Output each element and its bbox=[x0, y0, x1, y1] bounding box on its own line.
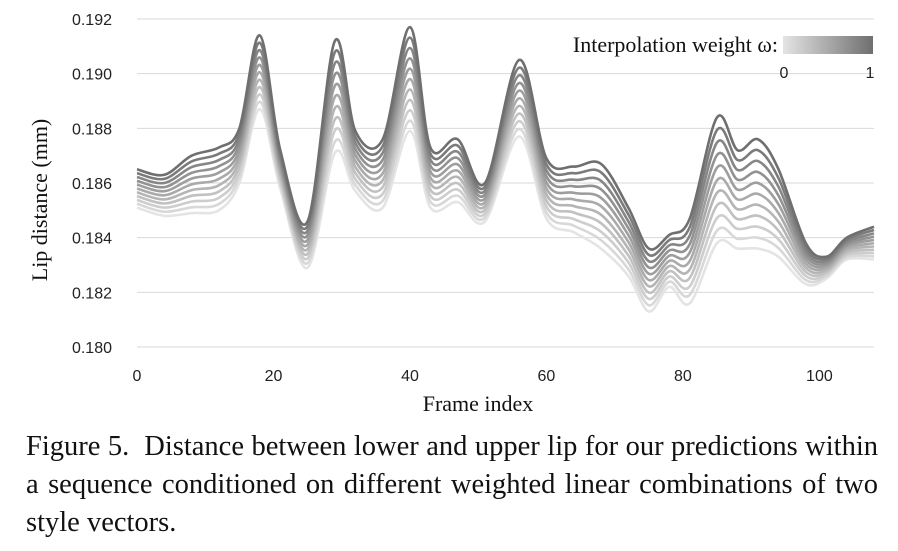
y-tick-label: 0.192 bbox=[72, 12, 112, 29]
caption-label: Figure 5. bbox=[26, 431, 130, 462]
caption-text: Distance between lower and upper lip for… bbox=[26, 431, 879, 538]
y-axis-ticks: 0.180 0.182 0.184 0.186 0.188 0.190 0.192 bbox=[72, 12, 112, 357]
y-tick-label: 0.190 bbox=[72, 67, 112, 84]
y-tick-label: 0.182 bbox=[72, 285, 112, 302]
legend-max-label: 1 bbox=[866, 65, 875, 82]
x-tick-label: 0 bbox=[133, 368, 142, 385]
legend-gradient-bar bbox=[783, 36, 873, 54]
series-line-weight-0.8 bbox=[136, 46, 875, 264]
series-line-weight-0 bbox=[136, 107, 875, 313]
x-tick-label: 40 bbox=[401, 368, 419, 385]
series-line-weight-0.6 bbox=[136, 63, 875, 276]
x-tick-label: 60 bbox=[538, 368, 556, 385]
series-line-weight-0.1 bbox=[136, 100, 875, 307]
series-line-weight-0.3 bbox=[136, 85, 875, 294]
gridlines bbox=[137, 18, 874, 348]
legend-min-label: 0 bbox=[780, 65, 789, 82]
y-tick-label: 0.184 bbox=[72, 231, 112, 248]
x-tick-label: 80 bbox=[674, 368, 692, 385]
x-axis-ticks: 0 20 40 60 80 100 bbox=[133, 368, 833, 385]
y-tick-label: 0.180 bbox=[72, 340, 112, 357]
series-curves bbox=[136, 25, 875, 313]
x-tick-label: 100 bbox=[806, 368, 833, 385]
y-axis-label: Lip distance (mm) bbox=[27, 119, 52, 282]
y-tick-label: 0.186 bbox=[72, 176, 112, 193]
x-axis-label: Frame index bbox=[423, 391, 534, 416]
figure-caption: Figure 5. Distance between lower and upp… bbox=[26, 428, 878, 542]
series-line-weight-0.5 bbox=[136, 70, 875, 282]
x-tick-label: 20 bbox=[265, 368, 283, 385]
y-tick-label: 0.188 bbox=[72, 121, 112, 138]
series-line-weight-0.2 bbox=[136, 93, 875, 301]
legend-label: Interpolation weight ω: bbox=[573, 32, 778, 57]
legend: Interpolation weight ω: 0 1 bbox=[573, 32, 875, 82]
series-line-weight-1 bbox=[136, 25, 875, 259]
lip-distance-chart: 0.180 0.182 0.184 0.186 0.188 0.190 0.192 0 20 4… bbox=[27, 12, 875, 416]
